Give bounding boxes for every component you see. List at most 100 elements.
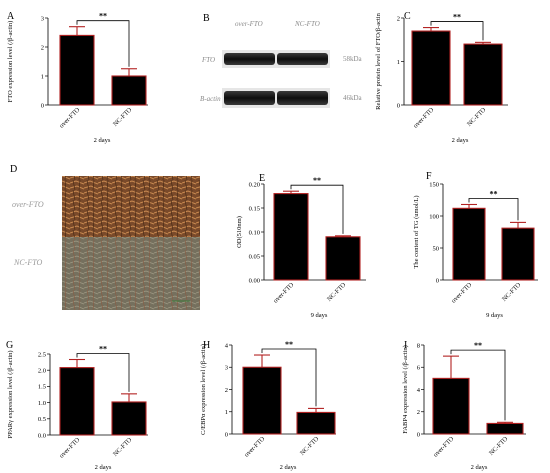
western-blot-panel: B over-FTO NC-FTO FTO B-actin 58kDa 46kD… xyxy=(200,13,363,108)
y-tick-label: 0 xyxy=(225,431,228,438)
significance-bracket xyxy=(76,20,130,67)
y-tick-label: 0.5 xyxy=(38,416,46,423)
chart-panel-f: F 0 50 100 150 The content of TG (umol/L) over… xyxy=(413,171,538,319)
y-tick-label: 2 xyxy=(225,387,228,394)
blot-column-label-nc: NC-FTO xyxy=(294,20,320,28)
chart-panel-h: H 0 1 2 3 4 C/EBPα expression level (/β-actin)… xyxy=(200,340,336,471)
blot-band-actin-over xyxy=(224,91,275,105)
blot-row-label-actin: B-actin xyxy=(200,95,221,103)
category-label: NC-FTO xyxy=(488,435,510,457)
y-tick-label: 1.5 xyxy=(38,384,46,391)
bar xyxy=(296,411,336,435)
chart-panel-a: A 0 1 2 3 FTO expression level (/β-actin) over… xyxy=(7,11,148,144)
category-label: NC-FTO xyxy=(466,106,488,128)
panel-letter: E xyxy=(259,173,265,184)
significance-bracket xyxy=(261,348,317,407)
x-axis-label: 2 days xyxy=(94,137,111,144)
y-tick-label: 1 xyxy=(41,73,44,80)
panel-letter: C xyxy=(404,11,411,22)
y-tick-label: 0 xyxy=(417,431,420,438)
significance-bracket xyxy=(450,349,506,421)
x-axis-label: 9 days xyxy=(311,312,328,319)
category-label: NC-FTO xyxy=(501,281,523,303)
significance-label: ** xyxy=(453,13,461,22)
blot-size-actin: 46kDa xyxy=(343,94,363,102)
panel-letter: H xyxy=(203,340,210,351)
significance-label: ** xyxy=(490,189,498,198)
significance-label: ** xyxy=(313,176,321,185)
bar xyxy=(111,75,147,106)
y-tick-label: 1.0 xyxy=(38,400,46,407)
x-axis-label: 2 days xyxy=(452,137,469,144)
category-label: over-FTO xyxy=(58,436,81,459)
category-label: over-FTO xyxy=(432,435,455,458)
micrograph-label-over: over-FTO xyxy=(12,200,44,209)
chart-panel-e: E 0.00 0.05 0.10 0.15 0.20 OD(510nm) over-FTO NC… xyxy=(236,173,366,319)
y-tick-label: 1 xyxy=(225,409,228,416)
x-axis-label: 2 days xyxy=(280,464,297,471)
bar xyxy=(411,30,451,106)
significance-label: ** xyxy=(285,340,293,349)
y-axis-label: FTO expression level (/β-actin) xyxy=(7,21,14,103)
y-tick-label: 150 xyxy=(429,181,439,188)
bar xyxy=(273,193,309,281)
bar xyxy=(432,377,470,435)
y-tick-label: 0 xyxy=(397,102,400,109)
y-tick-label: 0.10 xyxy=(249,229,260,236)
y-tick-label: 0.05 xyxy=(249,253,260,260)
blot-band-fto-nc xyxy=(277,53,328,65)
y-tick-label: 100 xyxy=(429,213,439,220)
oil-red-o-staining-panel: D over-FTO NC-FTO xyxy=(10,164,200,310)
category-label: NC-FTO xyxy=(299,435,321,457)
category-label: over-FTO xyxy=(412,106,435,129)
y-tick-label: 50 xyxy=(433,245,440,252)
significance-label: ** xyxy=(99,345,107,354)
significance-bracket xyxy=(430,21,484,41)
y-tick-label: 6 xyxy=(417,365,421,372)
chart-panel-g: G 0.0 0.5 1.0 1.5 2.0 2.5 PPARγ expression leve… xyxy=(6,340,148,471)
y-tick-label: 0 xyxy=(436,277,439,284)
chart-panel-i: I 0 2 4 6 8 FABP4 expression level (/β-actin) o… xyxy=(402,340,526,471)
bar xyxy=(111,401,147,436)
bar xyxy=(325,236,361,281)
y-tick-label: 4 xyxy=(225,342,229,349)
x-axis-label: 9 days xyxy=(486,312,503,319)
category-label: NC-FTO xyxy=(112,436,134,458)
bar xyxy=(486,422,524,435)
y-tick-label: 2 xyxy=(417,409,420,416)
significance-label: ** xyxy=(99,12,107,21)
bar xyxy=(59,34,95,106)
y-axis-label: Relative protein level of FTO/β-actin xyxy=(375,12,382,109)
micrograph-over-fto xyxy=(62,176,200,237)
y-axis-label: PPARγ expression level (/β-actin) xyxy=(7,350,14,438)
micrograph-label-nc: NC-FTO xyxy=(13,258,43,267)
y-tick-label: 3 xyxy=(225,365,228,372)
blot-band-fto-over xyxy=(224,53,275,65)
significance-bracket xyxy=(76,353,130,392)
y-tick-label: 2 xyxy=(41,44,44,51)
panel-letter-b: B xyxy=(203,13,210,24)
y-tick-label: 1 xyxy=(397,59,400,66)
y-axis-label: The content of TG (umol/L) xyxy=(413,195,420,268)
bar xyxy=(501,227,535,281)
y-tick-label: 0.00 xyxy=(249,277,260,284)
y-tick-label: 2 xyxy=(397,15,400,22)
category-label: over-FTO xyxy=(450,281,473,304)
y-axis-label: FABP4 expression level (/β-actin) xyxy=(402,345,409,434)
bar xyxy=(242,366,282,435)
x-axis-label: 2 days xyxy=(95,464,112,471)
blot-column-label-over: over-FTO xyxy=(235,20,263,28)
blot-row-label-fto: FTO xyxy=(201,56,215,64)
micrograph-nc-fto xyxy=(62,237,200,310)
panel-letter: A xyxy=(7,11,15,22)
y-tick-label: 0 xyxy=(41,102,44,109)
category-label: NC-FTO xyxy=(326,281,348,303)
y-tick-label: 2.5 xyxy=(38,351,46,358)
bar xyxy=(59,367,95,436)
x-axis-label: 2 days xyxy=(471,464,488,471)
blot-size-fto: 58kDa xyxy=(343,55,363,63)
y-tick-label: 3 xyxy=(41,15,44,22)
blot-band-actin-nc xyxy=(277,91,328,105)
significance-bracket xyxy=(290,184,344,234)
